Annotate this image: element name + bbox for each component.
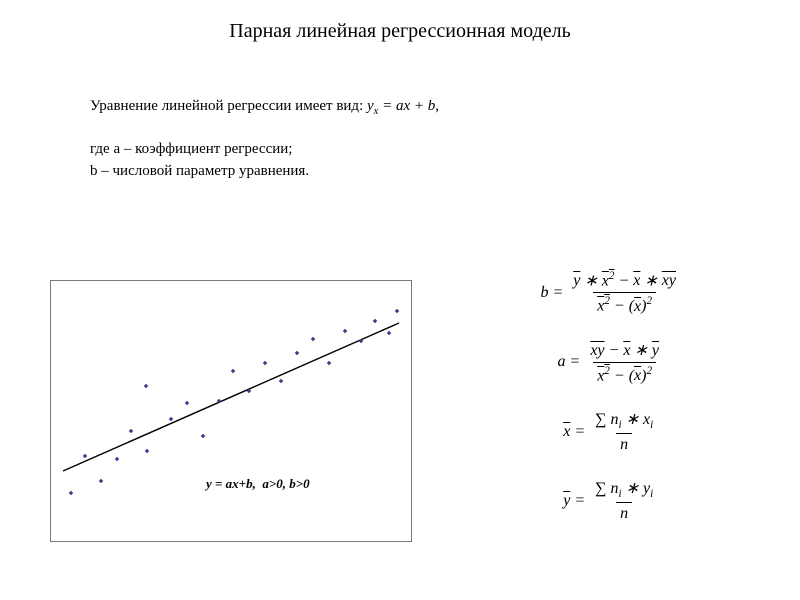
- data-point: [69, 491, 74, 496]
- data-point: [295, 351, 300, 356]
- formula-xbar-lhs: x =: [563, 423, 585, 441]
- formula-xbar-num: ∑ ni ∗ xi: [591, 409, 657, 433]
- formula-xbar-frac: ∑ ni ∗ xi n: [591, 409, 657, 454]
- regression-line: [63, 323, 399, 471]
- formula-a: a = xy − x ∗ y x2 − (x)2: [540, 340, 680, 385]
- formulas-block: b = y ∗ x2 − x ∗ xy x2 − (x)2 a = xy − x…: [540, 270, 680, 547]
- formula-a-lhs: a =: [558, 353, 581, 371]
- formula-b-num: y ∗ x2 − x ∗ xy: [569, 270, 680, 292]
- formula-a-den: x2 − (x)2: [593, 362, 656, 385]
- data-point: [185, 401, 190, 406]
- body-text: Уравнение линейной регрессии имеет вид: …: [90, 95, 439, 183]
- formula-ybar-num: ∑ ni ∗ yi: [591, 478, 657, 502]
- formula-a-frac: xy − x ∗ y x2 − (x)2: [586, 340, 663, 385]
- formula-ybar-lhs: y =: [563, 492, 585, 510]
- data-point: [115, 457, 120, 462]
- eq-formula: yx = ax + b: [367, 98, 435, 114]
- data-point: [129, 429, 134, 434]
- formula-b: b = y ∗ x2 − x ∗ xy x2 − (x)2: [540, 270, 680, 316]
- data-point: [327, 361, 332, 366]
- chart-svg: [51, 281, 411, 541]
- data-point: [231, 369, 236, 374]
- chart-caption: y = ax+b, a>0, b>0: [206, 476, 310, 492]
- equation-line: Уравнение линейной регрессии имеет вид: …: [90, 95, 439, 120]
- def-line-b: b – числовой параметр уравнения.: [90, 160, 439, 183]
- data-point: [169, 417, 174, 422]
- page-title: Парная линейная регрессионная модель: [0, 20, 800, 43]
- data-point: [311, 337, 316, 342]
- def-line-a: где a – коэффициент регрессии;: [90, 138, 439, 161]
- data-point: [395, 309, 400, 314]
- formula-b-den: x2 − (x)2: [593, 292, 656, 315]
- data-point: [373, 319, 378, 324]
- formula-xbar: x = ∑ ni ∗ xi n: [540, 409, 680, 454]
- formula-xbar-den: n: [616, 433, 632, 454]
- formula-b-frac: y ∗ x2 − x ∗ xy x2 − (x)2: [569, 270, 680, 316]
- data-point: [343, 329, 348, 334]
- scatter-chart: y = ax+b, a>0, b>0: [50, 280, 412, 542]
- formula-a-num: xy − x ∗ y: [586, 340, 663, 362]
- eq-prefix: Уравнение линейной регрессии имеет вид:: [90, 98, 367, 114]
- data-point: [144, 384, 149, 389]
- eq-suffix: ,: [435, 98, 439, 114]
- formula-ybar-frac: ∑ ni ∗ yi n: [591, 478, 657, 523]
- data-point: [83, 454, 88, 459]
- data-point: [99, 479, 104, 484]
- data-point: [263, 361, 268, 366]
- formula-b-lhs: b =: [540, 284, 563, 302]
- data-point: [387, 331, 392, 336]
- data-point: [201, 434, 206, 439]
- formula-ybar-den: n: [616, 502, 632, 523]
- data-point: [279, 379, 284, 384]
- formula-ybar: y = ∑ ni ∗ yi n: [540, 478, 680, 523]
- data-point: [145, 449, 150, 454]
